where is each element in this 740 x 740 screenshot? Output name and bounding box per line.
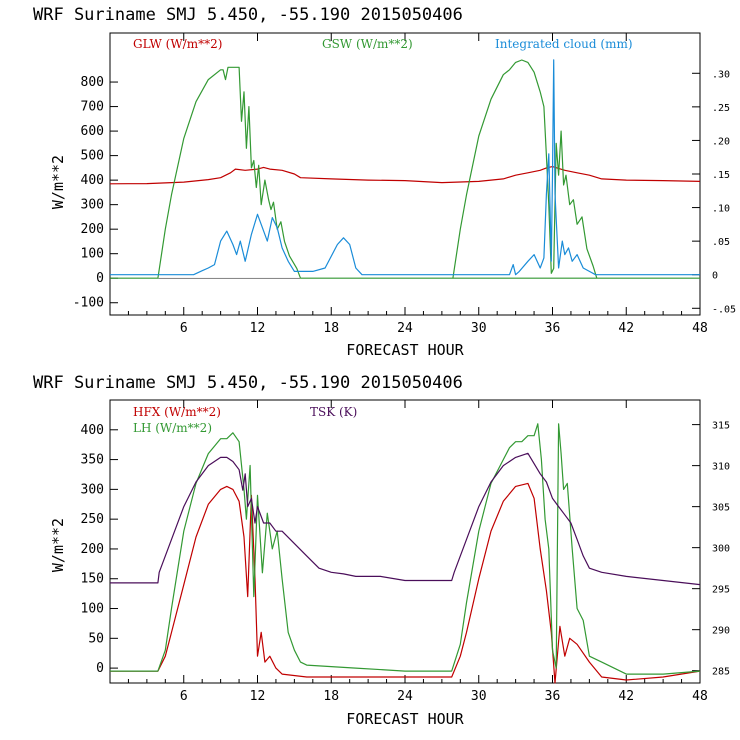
y-tick-label: 250 — [81, 512, 104, 527]
y-tick-label: 300 — [81, 198, 104, 213]
x-tick-label: 42 — [618, 321, 634, 336]
y-tick-label: 400 — [81, 173, 104, 188]
y2-tick-label: 305 — [712, 503, 730, 514]
series-tsk-line-2 — [110, 452, 701, 586]
y2-tick-label: .15 — [712, 170, 730, 181]
x-tick-label: 12 — [250, 689, 266, 704]
y-tick-label: 200 — [81, 542, 104, 557]
legend-tsk: TSK (K) — [310, 405, 357, 419]
x-tick-label: 30 — [471, 321, 487, 336]
y2-tick-label: 300 — [712, 544, 730, 555]
y2-tick-label: .20 — [712, 136, 730, 147]
x-tick-label: 18 — [323, 321, 339, 336]
legend-gsw: GSW (W/m**2) — [322, 37, 413, 51]
series-glw-line-0 — [109, 166, 701, 185]
y-tick-label: 700 — [81, 100, 104, 115]
series-lh-line-1 — [110, 423, 701, 675]
panel2-title: WRF Suriname SMJ 5.450, -55.190 20150504… — [33, 373, 463, 393]
x-tick-label: 6 — [180, 689, 188, 704]
y2-tick-label: 290 — [712, 626, 730, 637]
x-tick-label: 24 — [397, 321, 413, 336]
y2-tick-label: .05 — [712, 237, 730, 248]
y-tick-label: 100 — [81, 602, 104, 617]
y-tick-label: 800 — [81, 75, 104, 90]
x-tick-label: 36 — [545, 321, 561, 336]
y-tick-label: 350 — [81, 453, 104, 468]
x-tick-label: 12 — [250, 321, 266, 336]
panel2-plot-frame — [109, 399, 701, 684]
x-tick-label: 42 — [618, 689, 634, 704]
legend-hfx: HFX (W/m**2) — [133, 405, 221, 419]
legend-integrated-cloud: Integrated cloud (mm) — [495, 37, 633, 51]
y-tick-label: 300 — [81, 482, 104, 497]
y-tick-label: 0 — [96, 271, 104, 286]
x-tick-label: 24 — [397, 689, 413, 704]
series-integrated-line-3 — [110, 59, 700, 276]
y2-tick-label: 0 — [712, 271, 718, 282]
y-tick-label: 150 — [81, 572, 104, 587]
legend-lh: LH (W/m**2) — [133, 421, 212, 435]
y2-tick-label: 295 — [712, 585, 730, 596]
y-tick-label: 50 — [88, 631, 104, 646]
series-gsw-line-2 — [452, 59, 598, 279]
series-hfx-line-0 — [110, 482, 701, 684]
y-tick-label: -100 — [73, 296, 104, 311]
y-tick-label: 100 — [81, 247, 104, 262]
y-tick-label: 400 — [81, 423, 104, 438]
panel1-title: WRF Suriname SMJ 5.450, -55.190 20150504… — [33, 5, 463, 25]
y2-tick-label: .25 — [712, 103, 730, 114]
panel2-y-axis-label: W/m**2 — [49, 518, 67, 572]
y-tick-label: 0 — [96, 661, 104, 676]
y2-tick-label: 315 — [712, 421, 730, 432]
y2-tick-label: 310 — [712, 462, 730, 473]
panel-radiation-cloud: WRF Suriname SMJ 5.450, -55.190 20150504… — [33, 5, 736, 359]
y-tick-label: 200 — [81, 222, 104, 237]
panel1-x-axis-label: FORECAST HOUR — [346, 341, 464, 359]
x-tick-label: 48 — [692, 689, 708, 704]
y-tick-label: 600 — [81, 124, 104, 139]
panel1-y-axis-label: W/m**2 — [49, 155, 67, 209]
y2-tick-label: -.05 — [712, 304, 736, 315]
x-tick-label: 6 — [180, 321, 188, 336]
x-tick-label: 36 — [545, 689, 561, 704]
panel-heat-fluxes: WRF Suriname SMJ 5.450, -55.190 20150504… — [33, 373, 730, 728]
series-gsw-line-1 — [110, 66, 700, 279]
x-tick-label: 18 — [323, 689, 339, 704]
y-tick-label: 500 — [81, 149, 104, 164]
y2-tick-label: 285 — [712, 667, 730, 678]
y2-tick-label: .10 — [712, 204, 730, 215]
panel2-x-axis-label: FORECAST HOUR — [346, 710, 464, 728]
legend-glw: GLW (W/m**2) — [133, 37, 222, 51]
x-tick-label: 48 — [692, 321, 708, 336]
x-tick-label: 30 — [471, 689, 487, 704]
y2-tick-label: .30 — [712, 69, 730, 80]
